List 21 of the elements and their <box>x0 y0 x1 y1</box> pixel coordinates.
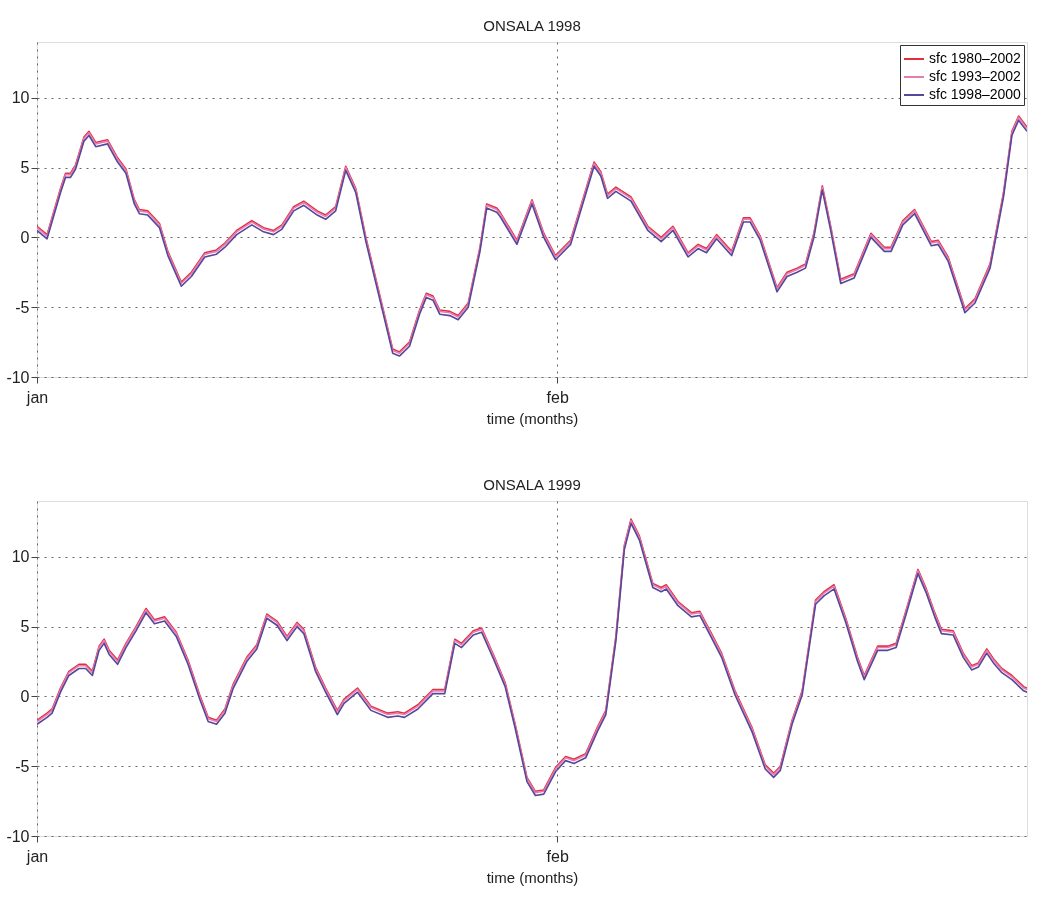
y-tick-label: -10 <box>6 827 30 845</box>
y-tick-label: 0 <box>20 228 30 246</box>
y-tick-label: -5 <box>15 298 30 316</box>
y-tick-label: -5 <box>15 757 30 775</box>
y-tick-label: 5 <box>20 618 30 636</box>
legend-label: sfc 1998–2000 <box>929 86 1022 102</box>
legend-label: sfc 1980–2002 <box>929 50 1022 66</box>
x-tick-label: jan <box>25 847 49 865</box>
y-tick-label: 10 <box>11 89 30 107</box>
chart-title: ONSALA 1998 <box>483 17 581 34</box>
x-axis-title: time (months) <box>486 409 579 427</box>
x-axis-title: time (months) <box>486 868 579 886</box>
y-tick-label: 5 <box>20 159 30 177</box>
x-tick-label: feb <box>546 388 569 406</box>
y-tick-label: 0 <box>20 687 30 705</box>
x-tick-label: jan <box>25 388 49 406</box>
y-tick-label: -10 <box>6 368 30 386</box>
x-tick-label: feb <box>546 847 569 865</box>
y-tick-label: 10 <box>11 548 30 566</box>
chart-title: ONSALA 1999 <box>483 476 581 493</box>
legend-label: sfc 1993–2002 <box>929 68 1022 84</box>
